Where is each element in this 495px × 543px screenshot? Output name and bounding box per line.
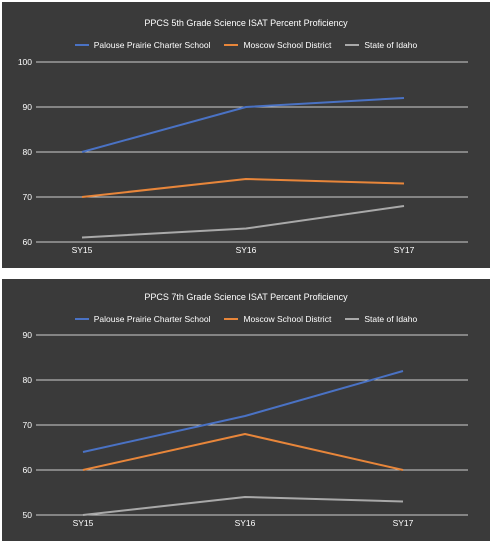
x-tick-label: SY16 [236, 245, 257, 255]
x-tick-label: SY17 [393, 518, 414, 528]
y-tick-label: 80 [23, 375, 33, 385]
y-tick-label: 90 [23, 330, 33, 340]
y-tick-label: 60 [23, 465, 33, 475]
legend-swatch [74, 318, 89, 320]
series-line-state-of-idaho [81, 205, 405, 239]
legend-item-district: Moscow School District [224, 314, 331, 324]
legend-label: State of Idaho [364, 314, 418, 324]
legend-swatch [224, 44, 239, 46]
legend-label: State of Idaho [364, 40, 418, 50]
chart-legend: Palouse Prairie Charter School Moscow Sc… [2, 314, 490, 324]
series-line-moscow-school-district [82, 433, 404, 471]
legend-item-school: Palouse Prairie Charter School [74, 314, 211, 324]
legend-item-state: State of Idaho [345, 40, 417, 50]
chart-5th-grade: PPCS 5th Grade Science ISAT Percent Prof… [2, 2, 490, 268]
legend-swatch [224, 318, 239, 320]
plot-area: 50 60 70 80 90 SY15 SY16 SY17 [23, 330, 468, 528]
y-tick-label: 100 [18, 57, 32, 67]
legend-label: Moscow School District [243, 314, 332, 324]
legend-label: Palouse Prairie Charter School [93, 314, 211, 324]
series-line-palouse-prairie-charter-school [81, 97, 405, 153]
y-tick-label: 70 [23, 420, 33, 430]
legend-label: Palouse Prairie Charter School [93, 40, 211, 50]
series-line-moscow-school-district [81, 178, 405, 198]
legend-label: Moscow School District [243, 40, 332, 50]
x-tick-label: SY15 [73, 518, 94, 528]
series-line-palouse-prairie-charter-school [82, 370, 404, 453]
plot-area: 60 70 80 90 100 SY15 SY16 SY17 [18, 57, 468, 255]
legend-swatch [345, 44, 360, 46]
chart-title: PPCS 5th Grade Science ISAT Percent Prof… [144, 18, 348, 28]
y-tick-label: 60 [23, 237, 33, 247]
x-tick-label: SY17 [394, 245, 415, 255]
chart-title: PPCS 7th Grade Science ISAT Percent Prof… [144, 292, 348, 302]
legend-item-school: Palouse Prairie Charter School [74, 40, 211, 50]
y-tick-label: 70 [23, 192, 33, 202]
legend-swatch [74, 44, 89, 46]
chart-legend: Palouse Prairie Charter School Moscow Sc… [2, 40, 490, 50]
y-tick-label: 90 [23, 102, 33, 112]
legend-item-district: Moscow School District [224, 40, 331, 50]
chart-7th-grade: PPCS 7th Grade Science ISAT Percent Prof… [2, 279, 490, 541]
x-tick-label: SY15 [72, 245, 93, 255]
legend-item-state: State of Idaho [345, 314, 417, 324]
y-tick-label: 80 [23, 147, 33, 157]
y-tick-label: 50 [23, 510, 33, 520]
legend-swatch [345, 318, 360, 320]
series-line-state-of-idaho [82, 496, 404, 516]
x-tick-label: SY16 [235, 518, 256, 528]
